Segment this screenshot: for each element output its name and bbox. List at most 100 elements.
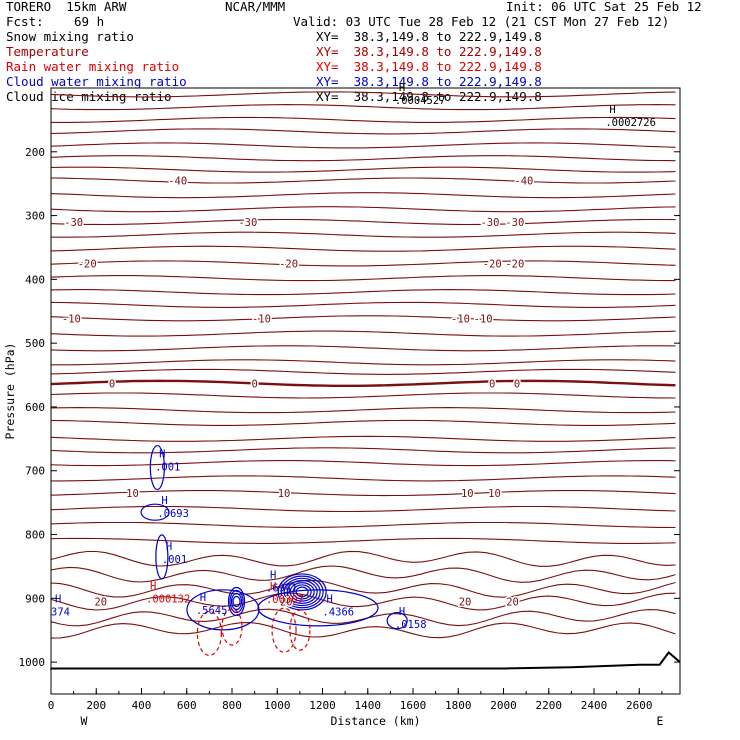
hydrometeor-contours — [140, 444, 408, 657]
cloud-contour — [140, 503, 170, 521]
y-tick-label: 1000 — [19, 656, 46, 669]
maximum-label: .00307 — [266, 594, 304, 606]
legend-xy-rain: XY= 38.3,149.8 to 222.9,149.8 — [316, 59, 542, 74]
isotherm-line — [50, 435, 676, 442]
isotherm-line — [50, 550, 676, 567]
cloud-contour — [221, 608, 243, 646]
isotherm-line — [51, 359, 676, 366]
y-tick-label: 600 — [25, 401, 45, 414]
maximum-label: .0693 — [157, 508, 189, 520]
cloud-contour — [283, 577, 321, 607]
cloud-contour — [149, 444, 165, 491]
isotherm-line — [50, 608, 676, 627]
maximum-marker: H — [270, 570, 276, 582]
maximum-marker: H — [270, 581, 276, 593]
x-tick-label: 2400 — [581, 699, 608, 712]
isotherm-line — [50, 155, 676, 162]
isotherm-label: -30 — [238, 217, 257, 229]
isotherm-label: -20 — [279, 258, 298, 270]
x-tick-label: 1000 — [264, 699, 291, 712]
isotherm-label: -30 — [64, 217, 83, 229]
isotherm-label: -20 — [78, 258, 97, 270]
isotherm-line — [50, 128, 676, 135]
x-tick-label: 2000 — [490, 699, 517, 712]
isotherm-line — [50, 505, 676, 513]
maximum-label: .6941 — [266, 583, 298, 595]
header-valid: Valid: 03 UTC Tue 28 Feb 12 (21 CST Mon … — [293, 14, 670, 29]
isotherm-label: 0 — [514, 378, 520, 390]
cloud-contour — [271, 607, 297, 653]
isotherm-line — [50, 142, 676, 149]
west-label: W — [81, 714, 88, 728]
x-tick-label: 0 — [48, 699, 55, 712]
isotherm-line — [50, 260, 676, 267]
x-tick-label: 1600 — [400, 699, 427, 712]
cloud-contour — [230, 592, 243, 611]
isotherm-label: 20 — [459, 597, 472, 609]
isotherm-line — [50, 537, 676, 544]
isotherm-label: 10 — [278, 488, 291, 500]
x-tick-label: 1200 — [309, 699, 336, 712]
isotherm-line — [50, 245, 676, 252]
cloud-contour — [295, 586, 309, 598]
isotherm-line — [50, 622, 676, 639]
isotherm-line — [50, 192, 676, 199]
y-tick-label: 500 — [25, 337, 45, 350]
isotherm-line — [50, 345, 676, 352]
isotherm-line — [50, 177, 676, 184]
isotherm-line — [51, 475, 676, 482]
isotherm-line — [50, 392, 676, 399]
isotherm-label: 10 — [461, 488, 474, 500]
isotherm-line — [50, 166, 676, 173]
y-tick-label: 400 — [25, 273, 45, 286]
y-tick-label: 300 — [25, 210, 45, 223]
isotherm-label: -20 — [483, 258, 502, 270]
isotherm-line — [50, 368, 676, 375]
isotherm-label: -20 — [505, 258, 524, 270]
isotherm-line — [50, 407, 676, 414]
isotherm-label: 0 — [251, 378, 257, 390]
isotherm-label: 10 — [126, 488, 139, 500]
terrain-line — [50, 651, 681, 670]
isotherm-label: -10 — [62, 313, 81, 325]
isotherm-line — [50, 419, 676, 426]
maximum-marker: H — [200, 592, 206, 604]
legend-xy-cloud-water: XY= 38.3,149.8 to 222.9,149.8 — [316, 74, 542, 89]
maximum-label: .0002726 — [605, 117, 656, 129]
isotherm-line — [50, 91, 676, 98]
maximum-label: .5645 — [196, 605, 228, 617]
cloud-contour — [229, 589, 244, 614]
contour-labels: -40 -40-30 -30 -30 -30-20 -20 -20 -20-10 -10 -10-… — [51, 82, 656, 631]
x-tick-label: 2200 — [536, 699, 563, 712]
isotherm-label: -10 — [474, 313, 493, 325]
x-tick-label: 400 — [132, 699, 152, 712]
cloud-contour — [280, 575, 324, 609]
maximum-marker: H — [166, 541, 172, 553]
axes: 0 200 400 600 800 1000 1200 1400 1600 1800 2000 220… — [3, 87, 681, 728]
maximum-marker: H — [161, 495, 167, 507]
isotherm-line — [50, 315, 676, 322]
isotherm-label: -10 — [252, 313, 271, 325]
maximum-label: .0004527 — [395, 95, 446, 107]
cloud-contour — [277, 573, 327, 611]
maximum-label: .4366 — [323, 606, 355, 618]
isotherm-line — [50, 379, 676, 387]
isotherm-line — [50, 275, 676, 282]
cloud-contour — [289, 609, 311, 651]
y-axis-label: Pressure (hPa) — [3, 343, 17, 440]
header-init: Init: 06 UTC Sat 25 Feb 12 — [506, 0, 702, 14]
isotherm-line — [50, 592, 676, 611]
maximum-marker: H — [159, 449, 165, 461]
cloud-contour — [186, 589, 260, 631]
isotherm-label: -40 — [168, 175, 187, 187]
cloud-contour — [232, 595, 241, 608]
isotherm-label: -30 — [505, 217, 524, 229]
plot-frame — [50, 87, 681, 695]
legend-label-temperature: Temperature — [6, 44, 89, 59]
isotherm-line — [50, 289, 676, 296]
maximum-label: .001 — [155, 462, 180, 474]
x-tick-label: 200 — [86, 699, 106, 712]
isotherm-line — [51, 116, 676, 123]
isotherm-line — [50, 460, 676, 467]
